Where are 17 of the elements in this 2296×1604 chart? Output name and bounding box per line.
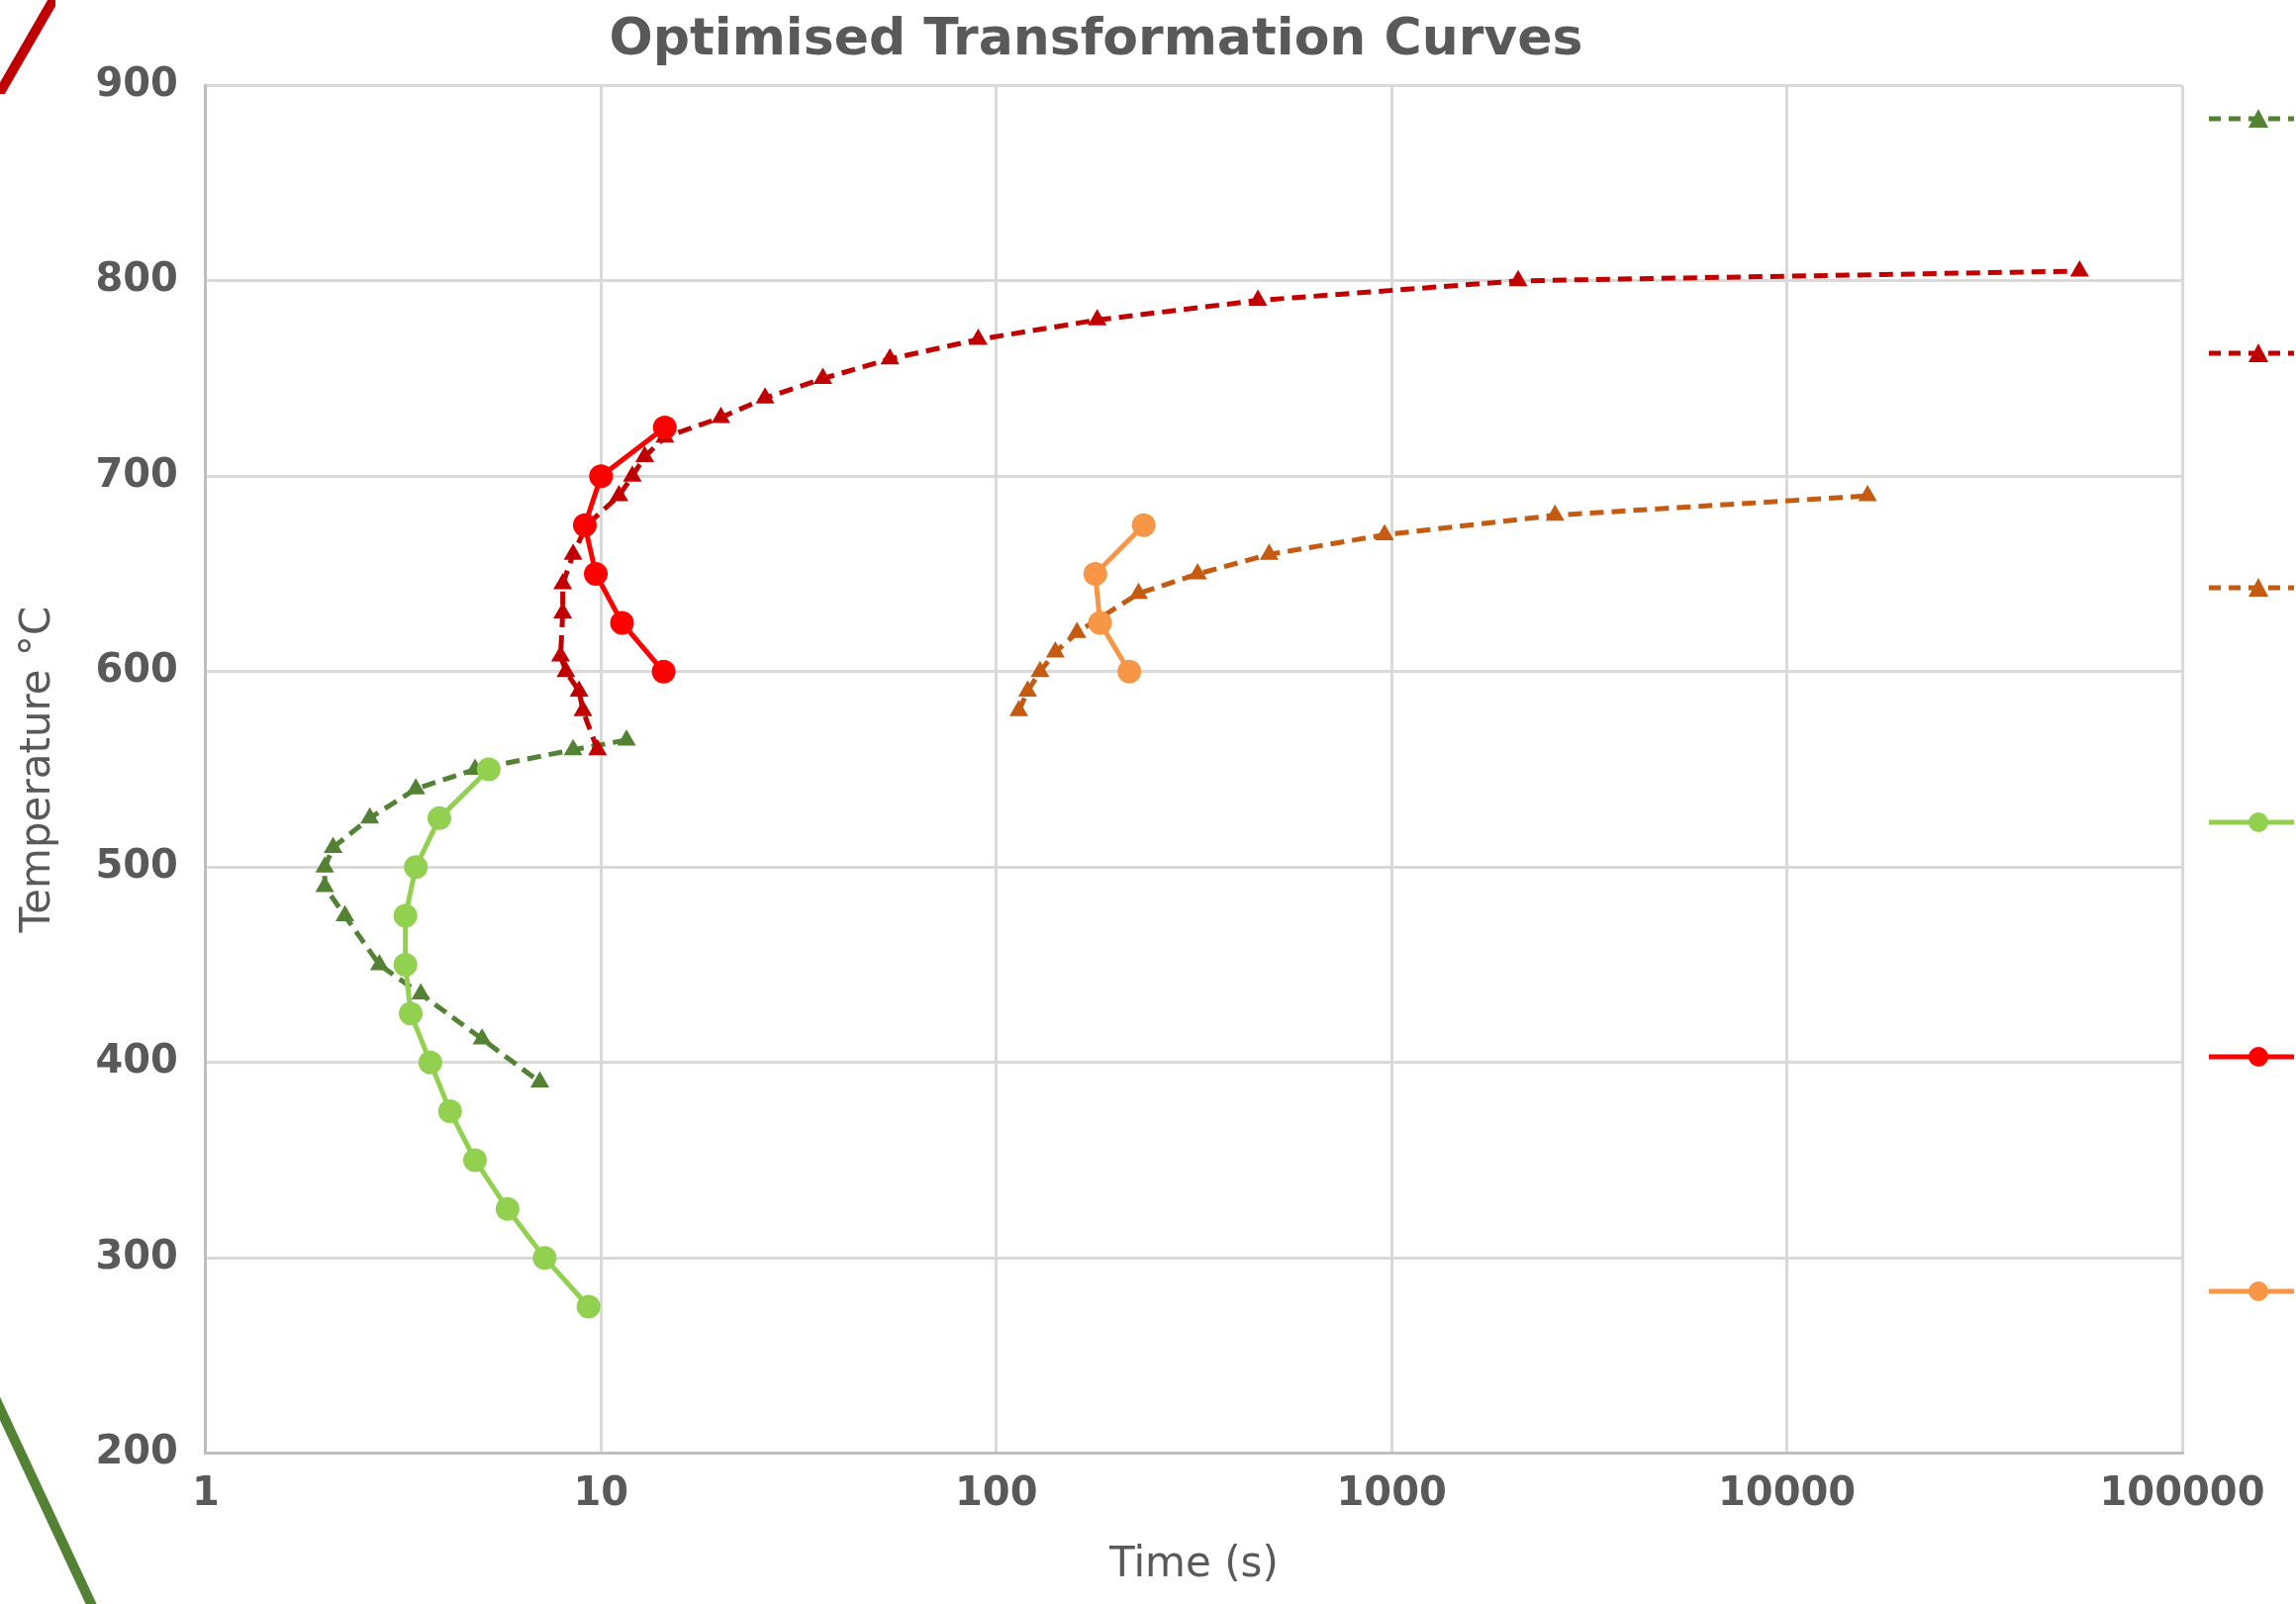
y-tick-label: 300 [95,1231,178,1277]
x-tick-label: 100 [954,1467,1038,1514]
y-tick-label: 900 [95,58,178,105]
x-tick-label: 10 [573,1467,629,1514]
x-tick-label: 1000 [1336,1467,1447,1514]
y-tick-label: 200 [95,1426,178,1472]
y-tick-label: 600 [95,645,178,692]
x-tick-label: 1 [191,1467,220,1514]
chart-title: Optimised Transformation Curves [609,6,1583,66]
y-tick-label: 700 [95,449,178,496]
x-axis-title: Time (s) [1108,1537,1279,1586]
y-axis-title: Temperature °C [11,606,60,934]
y-tick-label: 800 [95,254,178,301]
y-tick-label: 500 [95,840,178,887]
x-tick-label: 10000 [1717,1467,1857,1514]
y-tick-label: 400 [95,1036,178,1083]
x-tick-label: 100000 [2099,1467,2265,1514]
